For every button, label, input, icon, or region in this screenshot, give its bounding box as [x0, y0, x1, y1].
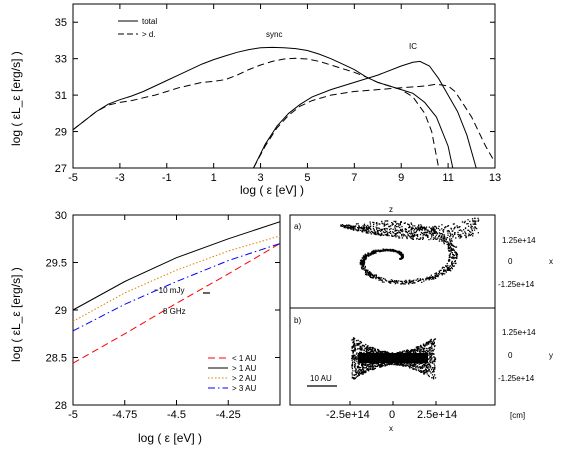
panel-a-ytick-top: 1.25e+14 [502, 236, 536, 245]
panel-b-axis: y [549, 351, 553, 360]
panel-b-ytick-mid: 0 [508, 351, 513, 360]
radio-ytick-label-1: 28.5 [46, 353, 67, 365]
radio-chart: -5 -4.75 -4.5 -4.25 28 28.5 29 29.5 30 ~10 mJy 8… [9, 210, 281, 445]
sed-ytick-label-0: 27 [55, 163, 67, 175]
radio-series-2 [73, 235, 280, 322]
sed-xtick-label-5: 5 [304, 172, 310, 184]
flux-annotation: ~10 mJy [154, 286, 184, 295]
sed-ylabel: log ( εL_ε [erg/s] ) [9, 51, 23, 146]
panel-b-label: b) [294, 316, 301, 325]
radio-ytick-label-3: 29.5 [46, 258, 67, 270]
radio-xtick-label-1: -4.75 [112, 409, 137, 421]
sed-ytick-label-3: 33 [55, 54, 67, 66]
sed-series-3 [253, 83, 495, 168]
radio-ticks: -5 -4.75 -4.5 -4.25 28 28.5 29 29.5 30 [46, 210, 280, 421]
sed-ytick-label-1: 29 [55, 127, 67, 139]
spiral-points [340, 217, 480, 285]
sed-series [73, 46, 495, 168]
radio-series-0 [73, 243, 280, 364]
panel-a-ytick-bot: -1.25e+14 [498, 280, 535, 289]
panel-a-label: a) [294, 222, 301, 231]
radio-xtick-label-0: -5 [68, 409, 78, 421]
legend-label-total: total [142, 17, 157, 26]
radio-ytick-label-2: 29 [55, 305, 67, 317]
freq-annotation: 8 GHz [163, 307, 186, 316]
sed-xtick-label-9: 13 [489, 172, 501, 184]
sed-series-2 [253, 60, 477, 168]
sed-xtick-label-4: 3 [257, 172, 263, 184]
radio-xtick-label-2: -4.5 [167, 409, 186, 421]
legend-label-d: > d. [142, 30, 156, 39]
spiral-scatter [340, 217, 480, 285]
sed-series-1 [73, 57, 440, 168]
xtick-label-2: 0 [389, 409, 395, 421]
particle-xlabel: x [389, 424, 393, 433]
z-axis-label: z [389, 205, 393, 214]
sed-xlabel: log ( ε [eV] ) [240, 183, 304, 197]
sed-xtick-label-6: 7 [351, 172, 357, 184]
scale-bar-label: 10 AU [310, 374, 332, 383]
panel-b-ytick-bot: -1.25e+14 [498, 374, 535, 383]
sed-plot-frame [72, 3, 496, 169]
radio-xtick-label-3: -4.25 [216, 409, 241, 421]
sed-xtick-label-8: 11 [442, 172, 453, 184]
sync-annotation: sync [266, 30, 282, 39]
sed-xtick-label-2: -1 [162, 172, 172, 184]
radio-legend-label-1: > 1 AU [232, 364, 256, 373]
panel-b-ytick-top: 1.25e+14 [502, 328, 536, 337]
radio-series [73, 221, 280, 364]
sed-xtick-label-3: 1 [211, 172, 217, 184]
panel-a-ytick-mid: 0 [508, 257, 513, 266]
sed-ytick-label-2: 31 [55, 90, 67, 102]
sed-xtick-label-7: 9 [398, 172, 404, 184]
radio-legend-label-3: > 3 AU [232, 384, 256, 393]
sed-legend: total > d. [118, 17, 157, 39]
radio-legend: < 1 AU> 1 AU> 2 AU> 3 AU [208, 354, 256, 393]
disk-core [358, 353, 428, 363]
radio-xlabel: log ( ε [eV] ) [138, 431, 202, 445]
radio-series-3 [73, 243, 280, 332]
particle-plots: z a) b) 1.25e+14 0 x -1.25e+14 1.25e+14 … [289, 205, 553, 433]
radio-ytick-label-4: 30 [55, 210, 67, 222]
sed-xtick-label-0: -5 [68, 172, 78, 184]
radio-legend-label-2: > 2 AU [232, 374, 256, 383]
xtick-label-3: 2.5e+14 [417, 409, 457, 421]
sed-ytick-label-4: 35 [55, 17, 67, 29]
radio-ytick-label-0: 28 [55, 400, 67, 412]
panel-a-axis: x [549, 257, 553, 266]
unit-label: [cm] [510, 411, 525, 420]
disk-scatter [351, 337, 437, 380]
sed-xtick-label-1: -3 [115, 172, 125, 184]
ic-annotation: IC [409, 42, 417, 51]
radio-ylabel: log ( εL_ε [erg/s] ) [9, 267, 23, 362]
xtick-label-1: -2.5e+14 [326, 409, 370, 421]
radio-legend-label-0: < 1 AU [232, 354, 256, 363]
radio-series-1 [73, 221, 280, 311]
